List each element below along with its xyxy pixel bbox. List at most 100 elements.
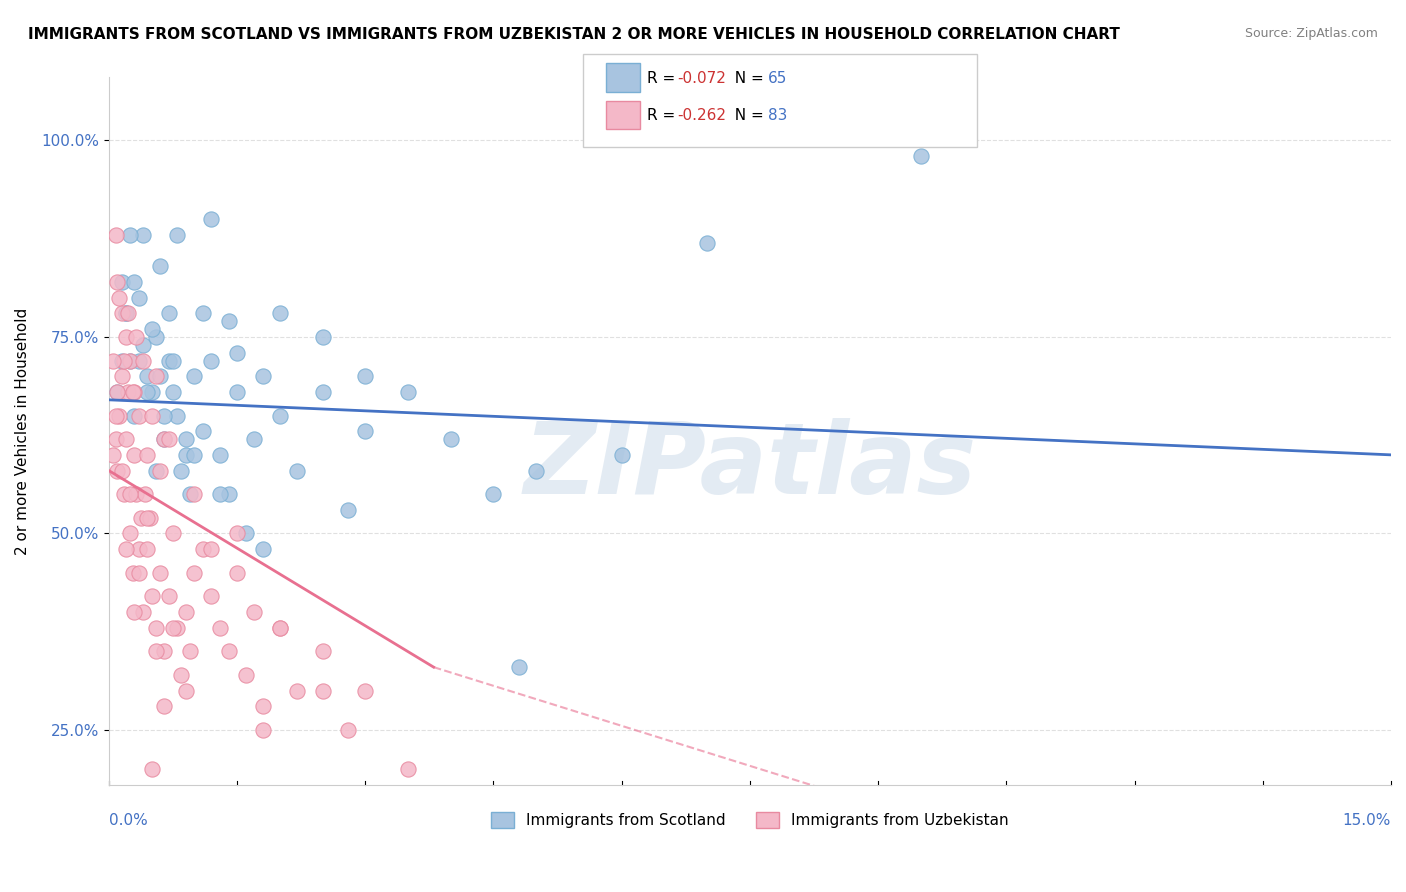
Immigrants from Scotland — [226, 345, 249, 359]
Immigrants from Uzbekistan — [162, 621, 184, 635]
Immigrants from Scotland — [115, 306, 138, 320]
Immigrants from Uzbekistan — [145, 644, 167, 658]
Immigrants from Uzbekistan — [208, 621, 231, 635]
Immigrants from Uzbekistan — [121, 566, 143, 580]
Immigrants from Uzbekistan — [134, 487, 156, 501]
Immigrants from Scotland — [269, 306, 291, 320]
Immigrants from Uzbekistan — [101, 448, 124, 462]
Immigrants from Uzbekistan — [101, 353, 124, 368]
Immigrants from Uzbekistan — [157, 432, 180, 446]
Legend: Immigrants from Scotland, Immigrants from Uzbekistan: Immigrants from Scotland, Immigrants fro… — [485, 805, 1015, 834]
Text: 0.0%: 0.0% — [108, 814, 148, 829]
Immigrants from Scotland — [440, 432, 463, 446]
Text: IMMIGRANTS FROM SCOTLAND VS IMMIGRANTS FROM UZBEKISTAN 2 OR MORE VEHICLES IN HOU: IMMIGRANTS FROM SCOTLAND VS IMMIGRANTS F… — [28, 27, 1121, 42]
Immigrants from Scotland — [136, 384, 159, 399]
Immigrants from Uzbekistan — [120, 353, 142, 368]
Immigrants from Uzbekistan — [111, 306, 134, 320]
Immigrants from Uzbekistan — [149, 464, 172, 478]
Immigrants from Uzbekistan — [111, 369, 134, 384]
Immigrants from Scotland — [132, 338, 155, 352]
Immigrants from Scotland — [200, 353, 222, 368]
Immigrants from Uzbekistan — [174, 605, 197, 619]
Immigrants from Uzbekistan — [111, 464, 134, 478]
Immigrants from Uzbekistan — [105, 384, 128, 399]
Immigrants from Scotland — [115, 306, 138, 320]
Immigrants from Scotland — [910, 149, 932, 163]
Immigrants from Uzbekistan — [235, 668, 257, 682]
Immigrants from Scotland — [111, 275, 134, 289]
Immigrants from Uzbekistan — [153, 432, 176, 446]
Immigrants from Uzbekistan — [252, 699, 274, 714]
Immigrants from Scotland — [354, 369, 377, 384]
Immigrants from Scotland — [191, 424, 214, 438]
Immigrants from Uzbekistan — [243, 605, 266, 619]
Immigrants from Uzbekistan — [354, 683, 377, 698]
Immigrants from Scotland — [145, 330, 167, 344]
Immigrants from Scotland — [311, 384, 333, 399]
Immigrants from Uzbekistan — [141, 409, 163, 423]
Immigrants from Uzbekistan — [128, 542, 150, 557]
Immigrants from Uzbekistan — [124, 448, 146, 462]
Immigrants from Scotland — [208, 448, 231, 462]
Immigrants from Uzbekistan — [115, 542, 138, 557]
Immigrants from Scotland — [337, 503, 360, 517]
Immigrants from Uzbekistan — [132, 605, 155, 619]
Immigrants from Scotland — [524, 464, 547, 478]
Immigrants from Uzbekistan — [157, 590, 180, 604]
Immigrants from Uzbekistan — [200, 542, 222, 557]
Immigrants from Uzbekistan — [252, 723, 274, 737]
Immigrants from Uzbekistan — [121, 384, 143, 399]
Immigrants from Scotland — [132, 227, 155, 242]
Immigrants from Uzbekistan — [136, 510, 159, 524]
Immigrants from Uzbekistan — [226, 566, 249, 580]
Text: 15.0%: 15.0% — [1343, 814, 1391, 829]
Immigrants from Scotland — [174, 432, 197, 446]
Immigrants from Scotland — [157, 306, 180, 320]
Immigrants from Uzbekistan — [145, 621, 167, 635]
Immigrants from Scotland — [243, 432, 266, 446]
Immigrants from Uzbekistan — [179, 644, 201, 658]
Immigrants from Scotland — [166, 409, 188, 423]
Immigrants from Uzbekistan — [218, 644, 240, 658]
Text: N =: N = — [725, 109, 769, 123]
Immigrants from Scotland — [191, 306, 214, 320]
Immigrants from Scotland — [141, 322, 163, 336]
Y-axis label: 2 or more Vehicles in Household: 2 or more Vehicles in Household — [15, 308, 30, 555]
Immigrants from Uzbekistan — [112, 487, 135, 501]
Immigrants from Uzbekistan — [124, 384, 146, 399]
Immigrants from Uzbekistan — [117, 384, 139, 399]
Text: ZIPatlas: ZIPatlas — [523, 418, 977, 516]
Immigrants from Scotland — [252, 542, 274, 557]
Immigrants from Scotland — [145, 464, 167, 478]
Immigrants from Uzbekistan — [125, 330, 148, 344]
Immigrants from Scotland — [508, 660, 530, 674]
Immigrants from Scotland — [183, 369, 205, 384]
Immigrants from Scotland — [124, 275, 146, 289]
Immigrants from Uzbekistan — [117, 306, 139, 320]
Immigrants from Uzbekistan — [120, 487, 142, 501]
Text: 65: 65 — [768, 71, 787, 86]
Immigrants from Scotland — [226, 384, 249, 399]
Immigrants from Scotland — [252, 369, 274, 384]
Immigrants from Scotland — [149, 259, 172, 273]
Immigrants from Uzbekistan — [183, 566, 205, 580]
Text: R =: R = — [647, 71, 681, 86]
Immigrants from Scotland — [396, 384, 419, 399]
Text: -0.262: -0.262 — [678, 109, 727, 123]
Immigrants from Uzbekistan — [105, 802, 128, 816]
Immigrants from Uzbekistan — [149, 566, 172, 580]
Immigrants from Uzbekistan — [337, 723, 360, 737]
Immigrants from Scotland — [174, 448, 197, 462]
Immigrants from Scotland — [235, 526, 257, 541]
Immigrants from Uzbekistan — [311, 644, 333, 658]
Immigrants from Scotland — [149, 369, 172, 384]
Immigrants from Scotland — [157, 353, 180, 368]
Immigrants from Scotland — [696, 235, 718, 250]
Immigrants from Uzbekistan — [170, 668, 193, 682]
Immigrants from Scotland — [162, 353, 184, 368]
Immigrants from Uzbekistan — [115, 330, 138, 344]
Immigrants from Scotland — [311, 330, 333, 344]
Text: R =: R = — [647, 109, 681, 123]
Immigrants from Uzbekistan — [105, 464, 128, 478]
Immigrants from Uzbekistan — [108, 409, 131, 423]
